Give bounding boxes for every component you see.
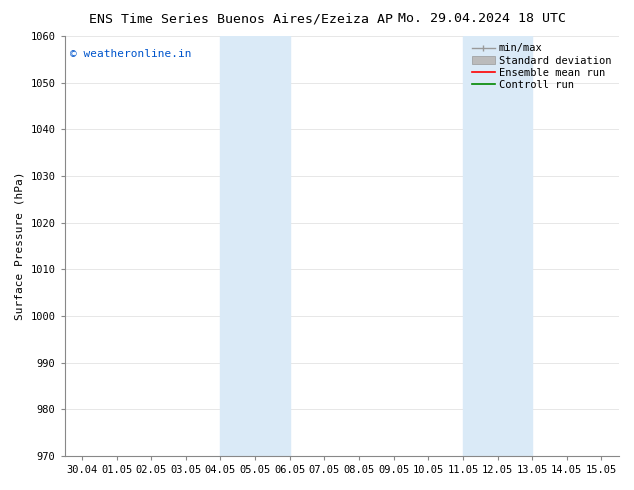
Legend: min/max, Standard deviation, Ensemble mean run, Controll run: min/max, Standard deviation, Ensemble me… [470,41,614,92]
Y-axis label: Surface Pressure (hPa): Surface Pressure (hPa) [15,172,25,320]
Text: © weatheronline.in: © weatheronline.in [70,49,191,59]
Text: Mo. 29.04.2024 18 UTC: Mo. 29.04.2024 18 UTC [398,12,566,25]
Bar [221,36,290,456]
Bar [463,36,532,456]
Text: ENS Time Series Buenos Aires/Ezeiza AP: ENS Time Series Buenos Aires/Ezeiza AP [89,12,393,25]
